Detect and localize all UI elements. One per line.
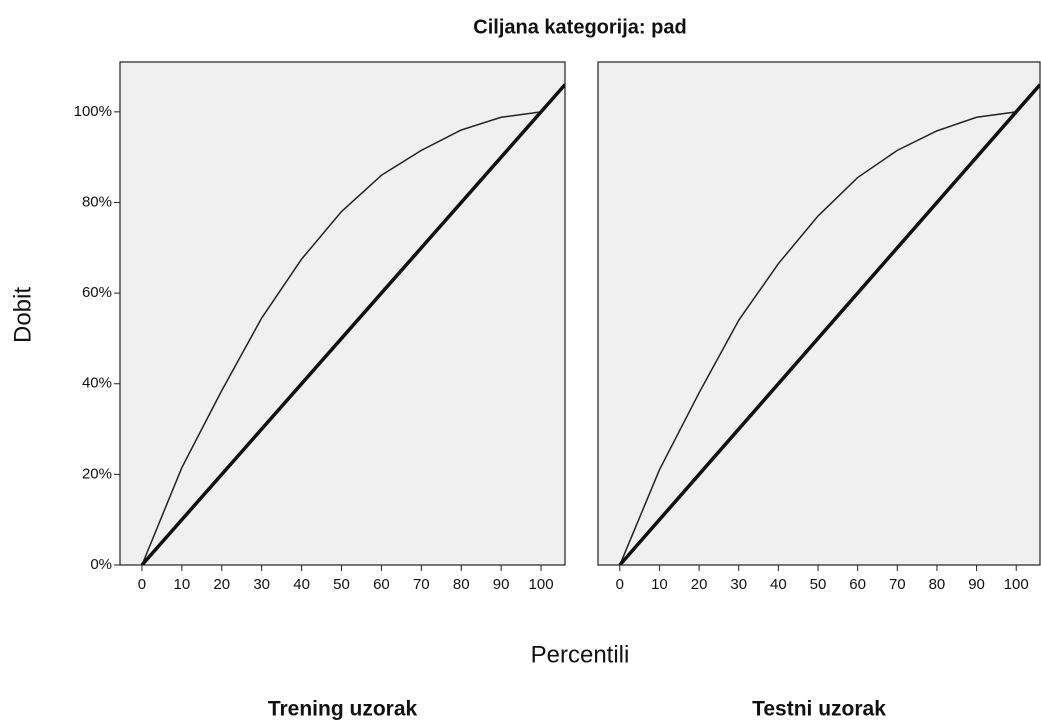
x-tick-label: 50 xyxy=(810,576,827,593)
x-tick-label: 90 xyxy=(493,576,510,593)
y-tick-label: 40% xyxy=(82,375,112,392)
x-tick-label: 100 xyxy=(1004,576,1029,593)
x-tick-label: 80 xyxy=(453,576,470,593)
x-tick-label: 20 xyxy=(691,576,708,593)
plot-area xyxy=(119,61,566,566)
x-tick-label: 100 xyxy=(529,576,554,593)
x-tick-label: 40 xyxy=(770,576,787,593)
y-tick-label: 100% xyxy=(74,103,112,120)
x-tick-label: 10 xyxy=(651,576,668,593)
baseline xyxy=(618,83,1040,565)
x-tick-label: 30 xyxy=(730,576,747,593)
gains-line xyxy=(141,111,542,565)
panel-label: Trening uzorak xyxy=(268,698,418,721)
x-tick-label: 60 xyxy=(849,576,866,593)
x-tick-label: 40 xyxy=(293,576,310,593)
y-tick-label: 20% xyxy=(82,465,112,482)
x-tick-label: 20 xyxy=(213,576,230,593)
x-tick-label: 70 xyxy=(413,576,430,593)
panel-label: Testni uzorak xyxy=(752,698,886,721)
x-tick-label: 0 xyxy=(616,576,624,593)
y-axis-label: Dobit xyxy=(9,287,36,343)
baseline xyxy=(140,83,565,565)
x-tick-label: 90 xyxy=(968,576,985,593)
x-tick-label: 60 xyxy=(373,576,390,593)
y-tick-label: 60% xyxy=(82,284,112,301)
x-tick-label: 80 xyxy=(929,576,946,593)
x-tick-label: 10 xyxy=(174,576,191,593)
gains-line xyxy=(619,111,1017,565)
y-tick-label: 80% xyxy=(82,193,112,210)
x-tick-label: 50 xyxy=(333,576,350,593)
x-tick-label: 70 xyxy=(889,576,906,593)
chart-title: Ciljana kategorija: pad xyxy=(473,16,686,38)
y-tick-label: 0% xyxy=(90,556,112,573)
x-tick-label: 0 xyxy=(138,576,146,593)
x-axis-label: Percentili xyxy=(531,641,630,668)
x-tick-label: 30 xyxy=(253,576,270,593)
plot-area xyxy=(597,61,1041,566)
